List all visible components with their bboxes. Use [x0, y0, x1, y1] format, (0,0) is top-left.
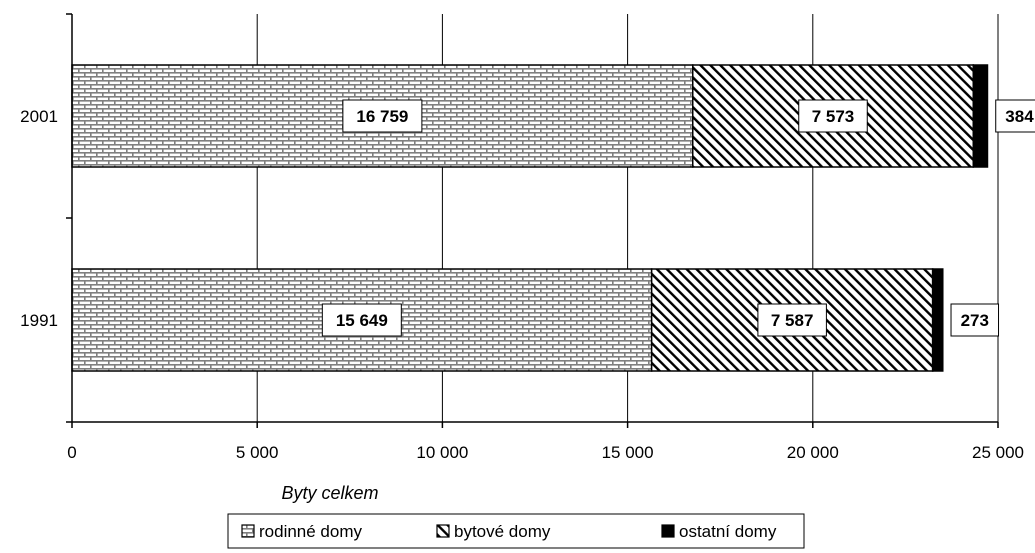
data-label-text: 15 649 [336, 311, 388, 330]
data-label-text: 16 759 [356, 107, 408, 126]
x-tick-labels: 0 5 000 10 000 15 000 20 000 25 000 [67, 443, 1024, 462]
data-label-box [950, 303, 1000, 337]
data-label-box [342, 99, 423, 133]
y-tick-label: 2001 [20, 107, 58, 126]
data-label: 15 649 [321, 303, 402, 337]
bar-segment [931, 268, 944, 372]
data-label-text: 384 [1005, 107, 1034, 126]
y-tick-labels: 2001 1991 [20, 107, 58, 330]
x-tick-label: 5 000 [236, 443, 279, 462]
data-label: 273 [950, 303, 1000, 337]
legend-swatch [241, 524, 255, 538]
x-tick-label: 10 000 [416, 443, 468, 462]
data-label: 16 759 [342, 99, 423, 133]
data-label-box [321, 303, 402, 337]
x-tick-label: 15 000 [602, 443, 654, 462]
data-label-box [995, 99, 1035, 133]
data-label-text: 7 587 [771, 311, 814, 330]
data-label-box [757, 303, 827, 337]
x-tick-label: 0 [67, 443, 76, 462]
data-label-text: 7 573 [812, 107, 855, 126]
y-tick-label: 1991 [20, 311, 58, 330]
legend-label: ostatní domy [679, 522, 777, 541]
data-label: 384 [995, 99, 1035, 133]
x-axis-title: Byty celkem [281, 483, 378, 503]
x-tick-label: 25 000 [972, 443, 1024, 462]
data-labels: 16 759 7 573 384 15 649 7 587 273 [321, 99, 1035, 337]
axes [66, 13, 999, 428]
legend-swatch [661, 524, 675, 538]
legend-label: rodinné domy [259, 522, 363, 541]
bar-segment [972, 64, 989, 168]
legend-swatch [436, 524, 450, 538]
data-label: 7 573 [798, 99, 868, 133]
legend-label: bytové domy [454, 522, 551, 541]
data-label: 7 587 [757, 303, 827, 337]
data-label-text: 273 [961, 311, 989, 330]
legend: rodinné domy bytové domy ostatní domy [227, 513, 805, 549]
data-label-box [798, 99, 868, 133]
x-tick-label: 20 000 [787, 443, 839, 462]
legend-box [227, 513, 805, 549]
